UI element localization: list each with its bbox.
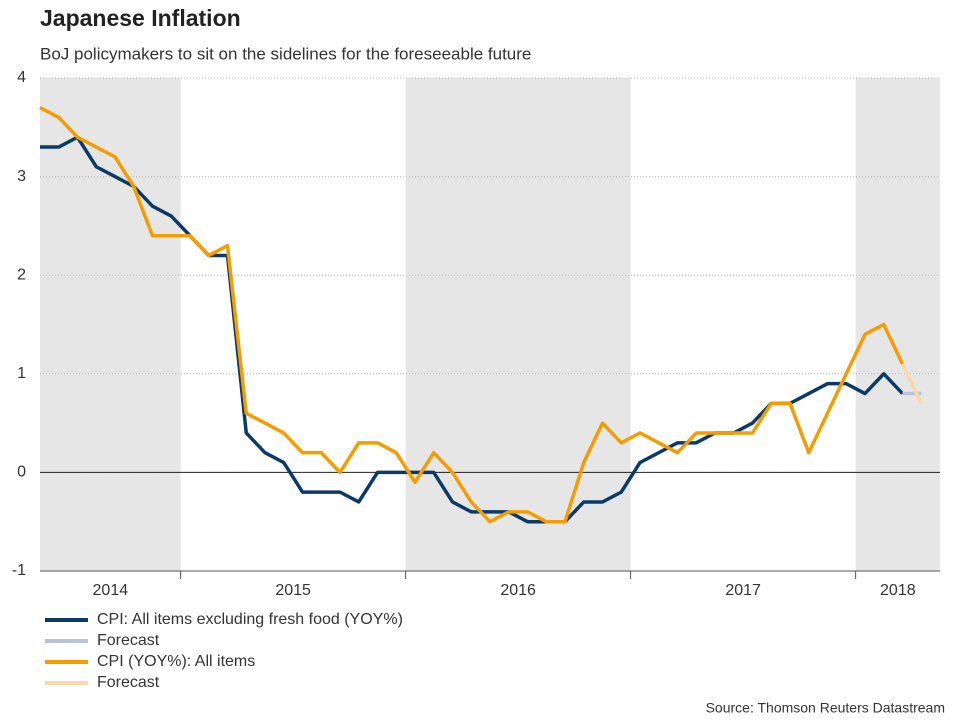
- y-tick-label: 0: [17, 464, 26, 481]
- y-tick-label: 1: [17, 365, 26, 382]
- year-band: [405, 78, 631, 571]
- x-tick-label: 2015: [275, 582, 311, 599]
- x-tick-label: 2016: [500, 582, 536, 599]
- legend-label: CPI (YOY%): All items: [97, 653, 255, 670]
- legend-label: CPI: All items excluding fresh food (YOY…: [97, 611, 403, 628]
- source: Source: Thomson Reuters Datastream: [706, 700, 945, 716]
- x-tick-label: 2018: [880, 582, 916, 599]
- legend-label: Forecast: [97, 632, 160, 649]
- y-tick-label: 4: [17, 69, 26, 86]
- year-band: [40, 78, 181, 571]
- series-line: [900, 363, 923, 405]
- series-line: [39, 106, 905, 524]
- year-band: [855, 78, 940, 571]
- y-tick-label: -1: [12, 562, 26, 579]
- x-tick-label: 2017: [725, 582, 761, 599]
- chart-title: Japanese Inflation: [40, 5, 241, 31]
- chart-subtitle: BoJ policymakers to sit on the sidelines…: [40, 44, 531, 63]
- y-tick-label: 3: [17, 168, 26, 185]
- legend-label: Forecast: [97, 674, 160, 691]
- x-tick-label: 2014: [93, 582, 129, 599]
- series-line: [40, 135, 904, 524]
- y-tick-label: 2: [17, 266, 26, 283]
